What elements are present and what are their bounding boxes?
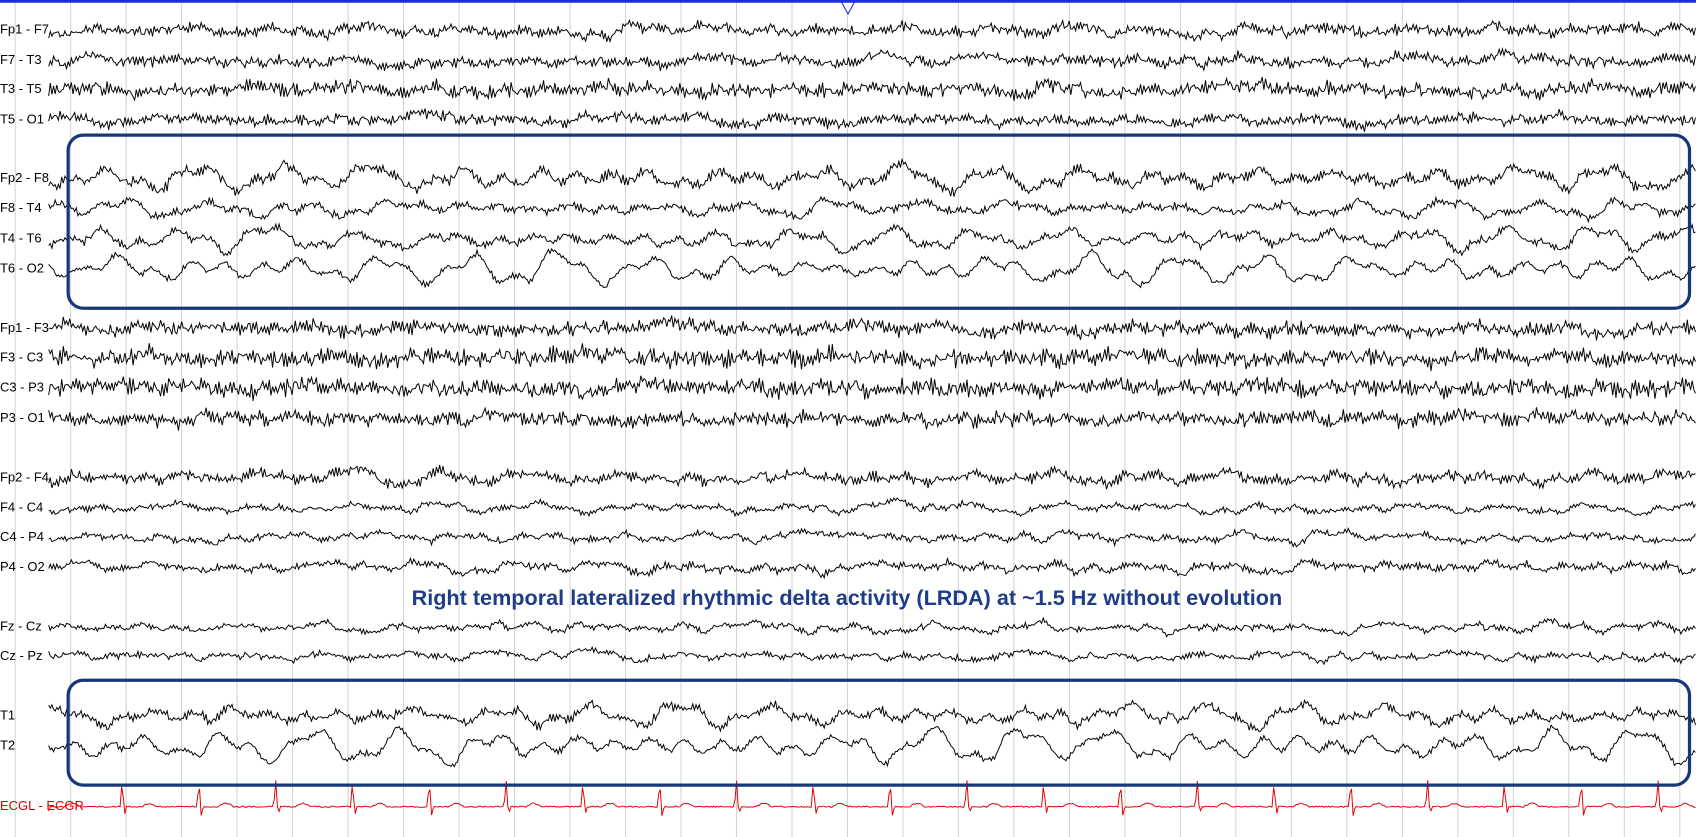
- channel-label: Fp1 - F3: [0, 320, 49, 335]
- eeg-trace: [48, 556, 1696, 580]
- eeg-trace: [48, 222, 1696, 257]
- eeg-trace: [48, 157, 1696, 197]
- eeg-trace: [48, 406, 1696, 431]
- eeg-trace: [48, 724, 1696, 768]
- time-cursor[interactable]: [840, 1, 856, 16]
- eeg-trace: [48, 343, 1696, 371]
- channel-label: F7 - T3: [0, 52, 42, 67]
- highlight-box: [66, 133, 1692, 310]
- eeg-trace: [48, 315, 1696, 341]
- highlight-box: [66, 678, 1692, 787]
- eeg-trace: [48, 46, 1696, 72]
- eeg-trace: [48, 464, 1696, 490]
- channel-label: C3 - P3: [0, 380, 44, 395]
- annotation: Right temporal lateralized rhythmic delt…: [412, 585, 1283, 610]
- eeg-trace: [48, 645, 1696, 666]
- channel-label: P4 - O2: [0, 559, 45, 574]
- channel-label: T4 - T6: [0, 230, 42, 245]
- eeg-trace: [48, 76, 1696, 102]
- eeg-trace: [48, 18, 1696, 44]
- channel-label: Fp2 - F4: [0, 469, 49, 484]
- eeg-trace: [48, 108, 1696, 132]
- eeg-trace: [48, 527, 1696, 548]
- channel-label: ECGL - ECGR: [0, 798, 84, 813]
- channel-label: F3 - C3: [0, 349, 43, 364]
- channel-label: Fp1 - F7: [0, 22, 49, 37]
- eeg-trace: [48, 497, 1696, 518]
- channel-label: T3 - T5: [0, 81, 42, 96]
- channel-label: P3 - O1: [0, 410, 45, 425]
- channel-label: C4 - P4: [0, 529, 44, 544]
- channel-label: T5 - O1: [0, 111, 44, 126]
- channel-label: F8 - T4: [0, 200, 42, 215]
- channel-label: T2: [0, 738, 15, 753]
- eeg-trace: [48, 247, 1696, 289]
- channel-label: Fz - Cz: [0, 619, 42, 634]
- eeg-trace: [48, 698, 1696, 733]
- channel-label: F4 - C4: [0, 500, 43, 515]
- channel-label: T1: [0, 707, 15, 722]
- eeg-trace: [48, 195, 1696, 224]
- eeg-trace: [48, 616, 1696, 638]
- channel-label: Cz - Pz: [0, 648, 43, 663]
- channel-label: Fp2 - F8: [0, 170, 49, 185]
- channel-labels: Fp1 - F7 F7 - T3 T3 - T5 T5 - O1 Fp2 - F8 F8 …: [0, 22, 84, 813]
- traces: [48, 18, 1696, 816]
- channel-label: T6 - O2: [0, 261, 44, 276]
- eeg-trace: [48, 375, 1696, 402]
- eeg-trace: [48, 780, 1696, 816]
